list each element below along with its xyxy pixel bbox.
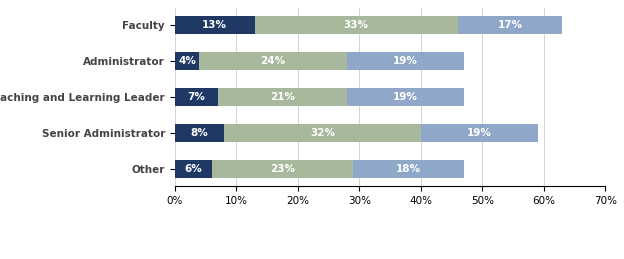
Text: 17%: 17%: [497, 20, 522, 30]
Bar: [175, 88, 218, 106]
Text: 19%: 19%: [393, 56, 418, 66]
Bar: [212, 160, 353, 178]
Bar: [218, 88, 347, 106]
Text: 32%: 32%: [310, 128, 335, 138]
Text: 13%: 13%: [202, 20, 227, 30]
Bar: [347, 52, 464, 70]
Bar: [199, 52, 347, 70]
Bar: [224, 124, 421, 142]
Text: 23%: 23%: [270, 164, 295, 174]
Text: 7%: 7%: [187, 92, 205, 102]
Text: 19%: 19%: [393, 92, 418, 102]
Bar: [175, 160, 212, 178]
Text: 6%: 6%: [184, 164, 202, 174]
Bar: [457, 16, 562, 34]
Bar: [175, 124, 224, 142]
Bar: [255, 16, 457, 34]
Bar: [175, 16, 255, 34]
Text: 33%: 33%: [344, 20, 369, 30]
Bar: [421, 124, 538, 142]
Text: 8%: 8%: [190, 128, 208, 138]
Bar: [175, 52, 199, 70]
Text: 19%: 19%: [467, 128, 492, 138]
Text: 4%: 4%: [178, 56, 196, 66]
Text: 21%: 21%: [270, 92, 295, 102]
Bar: [353, 160, 464, 178]
Text: 18%: 18%: [396, 164, 421, 174]
Bar: [347, 88, 464, 106]
Text: 24%: 24%: [261, 56, 286, 66]
